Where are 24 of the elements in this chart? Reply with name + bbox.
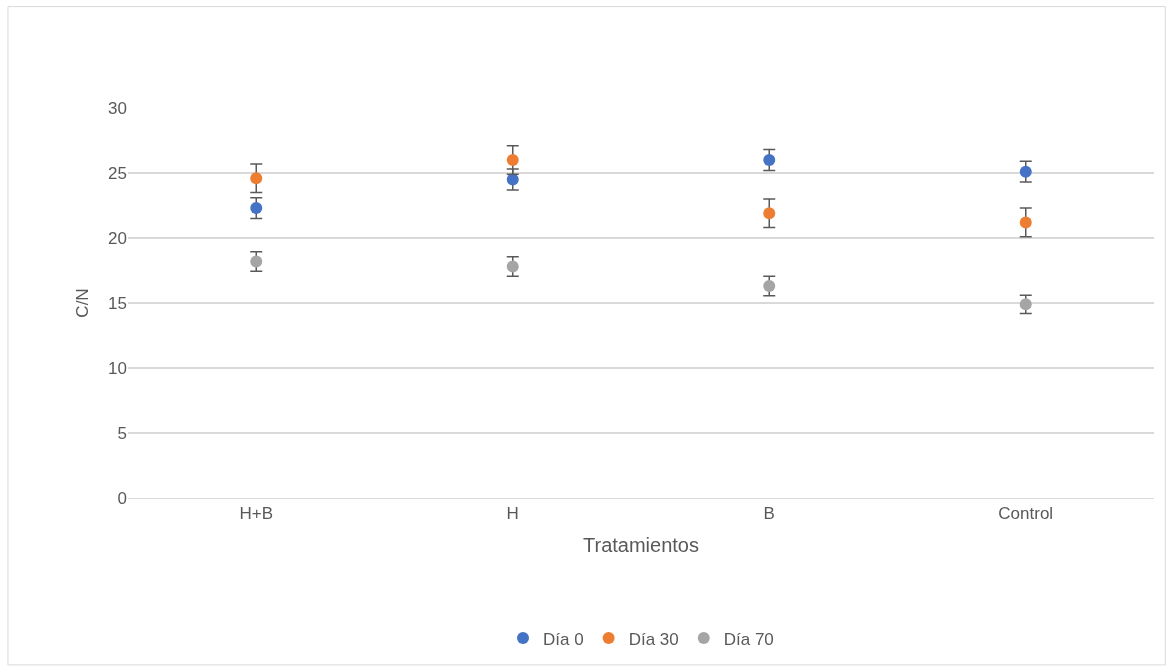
point xyxy=(1019,216,1032,229)
point xyxy=(1019,165,1032,178)
y-tick-label: 10 xyxy=(108,358,127,378)
x-tick-label: H xyxy=(506,504,519,524)
y-axis-title: C/N xyxy=(72,288,92,318)
point xyxy=(506,173,519,186)
y-tick-label: 5 xyxy=(117,423,127,443)
point xyxy=(506,154,519,166)
point xyxy=(250,202,263,215)
x-tick-label: H+B xyxy=(239,504,274,524)
point xyxy=(250,172,263,185)
y-tick-label: 20 xyxy=(108,228,127,248)
point xyxy=(763,207,776,220)
legend-label: Día 70 xyxy=(723,629,774,649)
legend-label: Día 30 xyxy=(628,629,679,649)
y-tick-label: 15 xyxy=(108,293,127,313)
y-tick-label: 0 xyxy=(117,488,127,508)
legend-label: Día 0 xyxy=(543,629,584,649)
point xyxy=(763,154,776,166)
y-tick-label: 30 xyxy=(108,98,127,118)
x-axis-title: Tratamientos xyxy=(583,533,699,556)
y-tick-label: 25 xyxy=(108,163,127,183)
x-tick-label: B xyxy=(763,504,775,524)
x-tick-label: Control xyxy=(998,504,1054,524)
